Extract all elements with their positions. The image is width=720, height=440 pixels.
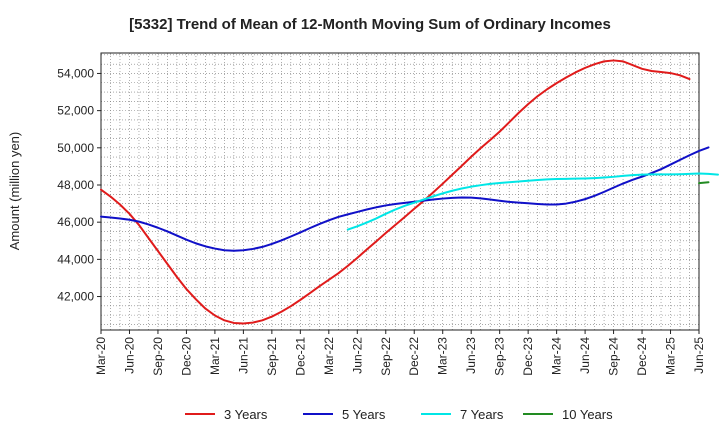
x-tick-label: Dec-22 (407, 337, 421, 376)
x-tick-label: Jun-21 (236, 337, 250, 374)
chart-title: [5332] Trend of Mean of 12-Month Moving … (129, 16, 611, 33)
x-tick-label: Sep-21 (265, 337, 279, 376)
x-tick-label: Jun-25 (692, 337, 706, 374)
x-tick-label: Dec-24 (635, 337, 649, 376)
y-tick-label: 44,000 (57, 252, 94, 266)
legend-label-7-years: 7 Years (460, 407, 504, 422)
y-tick-label: 48,000 (57, 178, 94, 192)
x-tick-label: Dec-23 (521, 337, 535, 376)
x-axis-ticks: Mar-20 Jun-20 Sep-20 Dec-20 Mar-21 Jun-21 Sep-… (94, 330, 706, 376)
y-tick-label: 54,000 (57, 66, 94, 80)
x-tick-label: Jun-22 (350, 337, 364, 374)
x-tick-label: Mar-21 (208, 337, 222, 375)
x-tick-label: Jun-24 (578, 337, 592, 374)
legend-label-5-years: 5 Years (342, 407, 386, 422)
plot-area (101, 53, 699, 330)
series-line-10-years (698, 181, 710, 185)
x-tick-label: Sep-23 (493, 337, 507, 376)
x-tick-label: Dec-21 (293, 337, 307, 376)
series-line-3-years (100, 59, 691, 325)
y-axis-label: Amount (million yen) (7, 132, 22, 251)
x-tick-label: Mar-20 (94, 337, 108, 375)
series-lines (100, 59, 719, 325)
x-tick-label: Dec-20 (179, 337, 193, 376)
x-tick-label: Mar-24 (550, 337, 564, 375)
y-tick-label: 46,000 (57, 215, 94, 229)
legend-label-10-years: 10 Years (562, 407, 613, 422)
y-axis-ticks: 42,000 44,000 46,000 48,000 50,000 52,000 54,0… (57, 66, 101, 304)
plot-frame (100, 52, 700, 331)
series-line-7-years (346, 172, 719, 231)
x-tick-label: Jun-23 (464, 337, 478, 374)
x-tick-label: Sep-22 (379, 337, 393, 376)
x-tick-label: Sep-20 (151, 337, 165, 376)
x-tick-label: Mar-22 (322, 337, 336, 375)
x-tick-label: Mar-25 (664, 337, 678, 375)
y-tick-label: 42,000 (57, 290, 94, 304)
x-tick-label: Mar-23 (436, 337, 450, 375)
y-tick-label: 50,000 (57, 141, 94, 155)
series-line-5-years (100, 146, 710, 252)
x-tick-label: Sep-24 (607, 337, 621, 376)
y-tick-label: 52,000 (57, 104, 94, 118)
legend: 3 Years 5 Years 7 Years 10 Years (185, 407, 613, 422)
grid-lines (101, 53, 699, 330)
x-tick-label: Jun-20 (122, 337, 136, 374)
legend-label-3-years: 3 Years (224, 407, 268, 422)
